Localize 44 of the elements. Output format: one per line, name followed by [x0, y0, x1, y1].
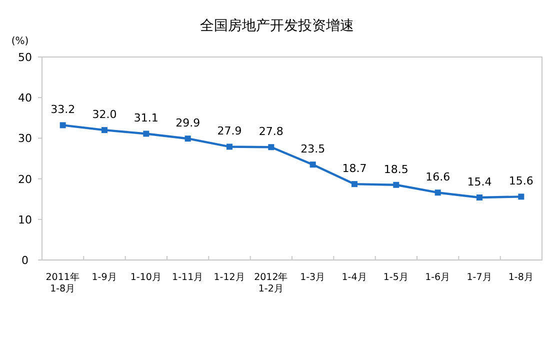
point [60, 122, 66, 128]
x-tick-label: 1-11月 [172, 272, 204, 283]
data-label: 23.5 [300, 142, 326, 156]
data-label: 16.6 [426, 170, 450, 184]
data-label: 29.9 [176, 116, 200, 130]
point [268, 144, 274, 150]
x-tick-label: 1-6月 [425, 272, 451, 283]
x-tick-label: 1-8月 [508, 272, 534, 283]
chart-title: 全国房地产开发投资增速 [200, 18, 354, 34]
point [310, 162, 316, 168]
point [143, 130, 150, 137]
x-tick-label: 2011年 1-8月 [46, 271, 80, 294]
x-tick-label: 1-12月 [214, 272, 246, 283]
y-axis-title: (%) [11, 36, 29, 47]
data-label: 15.6 [508, 174, 534, 188]
point [226, 144, 232, 150]
point [476, 194, 482, 200]
y-tick-label: 50 [18, 51, 32, 64]
data-label: 31.1 [134, 112, 158, 125]
data-label: 15.4 [467, 175, 492, 188]
point [352, 181, 358, 188]
point [434, 190, 441, 196]
point [393, 182, 400, 188]
data-label: 18.5 [384, 162, 408, 176]
x-tick-label: 1-5月 [383, 272, 409, 283]
y-tick-label: 40 [18, 92, 32, 105]
point [518, 194, 524, 200]
data-label: 27.9 [217, 124, 242, 138]
data-label: 32.0 [92, 108, 117, 122]
y-tick-label: 20 [18, 172, 32, 186]
data-label: 27.8 [258, 125, 284, 138]
x-tick-label: 1-7月 [466, 272, 492, 283]
y-tick-label: 10 [18, 213, 32, 226]
point [102, 127, 108, 134]
x-tick-label: 1-10月 [130, 272, 162, 283]
data-label: 18.7 [342, 162, 367, 176]
x-tick-label: 1-3月 [300, 272, 326, 283]
point [184, 136, 191, 142]
x-tick-label: 2012年 1-2月 [254, 271, 288, 294]
y-tick-label: 0 [22, 254, 28, 267]
x-tick-label: 1-9月 [92, 272, 118, 283]
data-label: 33.2 [50, 103, 76, 116]
x-tick-label: 1-4月 [342, 272, 368, 283]
y-tick-label: 30 [18, 132, 32, 146]
